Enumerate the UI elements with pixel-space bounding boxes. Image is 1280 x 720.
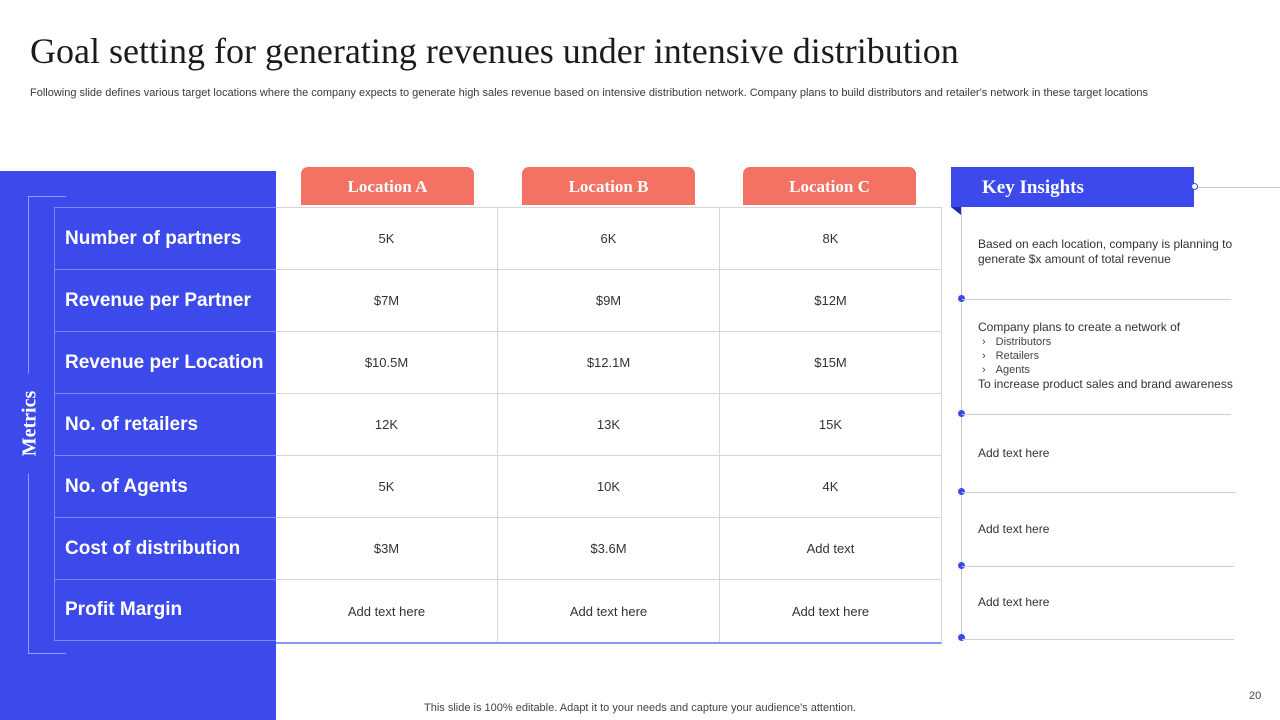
- metric-label: No. of Agents: [54, 455, 276, 517]
- table-row: 12K 13K 15K: [276, 394, 941, 456]
- table-cell: Add text here: [276, 580, 498, 642]
- metric-label: Profit Margin: [54, 579, 276, 641]
- table-cell: 8K: [822, 231, 839, 246]
- table-cell: 6K: [498, 208, 720, 269]
- metrics-table: 5K 6K 8K $7M $9M $12M $10.5M $12.1M $15M…: [276, 207, 942, 644]
- metrics-panel: [0, 171, 276, 720]
- table-cell: $9M: [498, 270, 720, 331]
- insight-separator: [962, 639, 1234, 640]
- metric-label: Revenue per Partner: [54, 269, 276, 331]
- table-cell: Add text here: [498, 580, 720, 642]
- table-cell: $3.6M: [498, 518, 720, 579]
- table-cell: $15M: [814, 355, 847, 370]
- table-cell: 10K: [498, 456, 720, 517]
- table-row: 5K 6K 8K: [276, 208, 941, 270]
- table-row: $7M $9M $12M: [276, 270, 941, 332]
- table-cell: Add text here: [791, 603, 870, 619]
- table-cell: 4K: [822, 479, 839, 494]
- header-fold: [951, 207, 961, 215]
- table-cell: 12K: [276, 394, 498, 455]
- metric-label: No. of retailers: [54, 393, 276, 455]
- table-row: Add text here Add text here Add text her…: [276, 580, 941, 642]
- insights-timeline: [961, 207, 962, 640]
- timeline-dot: [958, 488, 965, 495]
- table-cell: 5K: [276, 208, 498, 269]
- table-row: $3M $3.6M Add text: [276, 518, 941, 580]
- insight-item-2: Company plans to create a network of Dis…: [978, 320, 1268, 392]
- insight-item-2-outro: To increase product sales and brand awar…: [978, 377, 1233, 391]
- key-insights-header: Key Insights: [951, 167, 1194, 207]
- metric-label: Number of partners: [54, 207, 276, 269]
- insight-item-2-intro: Company plans to create a network of: [978, 320, 1181, 334]
- metric-labels: Number of partners Revenue per Partner R…: [54, 207, 276, 641]
- slide-footer: This slide is 100% editable. Adapt it to…: [424, 702, 856, 714]
- location-c-header: Location C: [743, 167, 916, 205]
- page-number: 20: [1249, 690, 1262, 702]
- timeline-dot: [958, 295, 965, 302]
- insight-separator: [962, 492, 1236, 493]
- slide-subtitle: Following slide defines various target l…: [30, 87, 1149, 99]
- metric-label: Revenue per Location: [54, 331, 276, 393]
- table-cell: $10.5M: [276, 332, 498, 393]
- insight-bullet-list: Distributors Retailers Agents: [978, 335, 1268, 377]
- table-cell: Add text: [806, 541, 855, 556]
- timeline-dot: [958, 634, 965, 641]
- timeline-dot: [958, 562, 965, 569]
- insight-bullet: Agents: [982, 363, 1268, 377]
- insight-separator: [962, 566, 1234, 567]
- metric-label: Cost of distribution: [54, 517, 276, 579]
- table-cell: $12M: [814, 293, 847, 308]
- table-cell: 13K: [498, 394, 720, 455]
- insight-separator: [962, 414, 1231, 415]
- insight-item-4: Add text here: [978, 522, 1050, 536]
- header-connector-line: [1194, 187, 1280, 188]
- table-row: $10.5M $12.1M $15M: [276, 332, 941, 394]
- table-row: 5K 10K 4K: [276, 456, 941, 518]
- location-a-header: Location A: [301, 167, 474, 205]
- table-cell: 15K: [818, 417, 843, 432]
- header-connector-dot: [1191, 183, 1198, 190]
- insight-item-1: Based on each location, company is plann…: [978, 237, 1233, 266]
- table-cell: $3M: [276, 518, 498, 579]
- location-b-header: Location B: [522, 167, 695, 205]
- insight-item-5: Add text here: [978, 595, 1050, 609]
- insight-item-3: Add text here: [978, 446, 1050, 460]
- slide-title: Goal setting for generating revenues und…: [30, 31, 959, 71]
- insight-separator: [962, 299, 1231, 300]
- metrics-label: Metrics: [18, 373, 42, 474]
- insight-bullet: Distributors: [982, 335, 1268, 349]
- insight-bullet: Retailers: [982, 349, 1268, 363]
- table-cell: $7M: [276, 270, 498, 331]
- timeline-dot: [958, 410, 965, 417]
- table-cell: $12.1M: [498, 332, 720, 393]
- table-cell: 5K: [276, 456, 498, 517]
